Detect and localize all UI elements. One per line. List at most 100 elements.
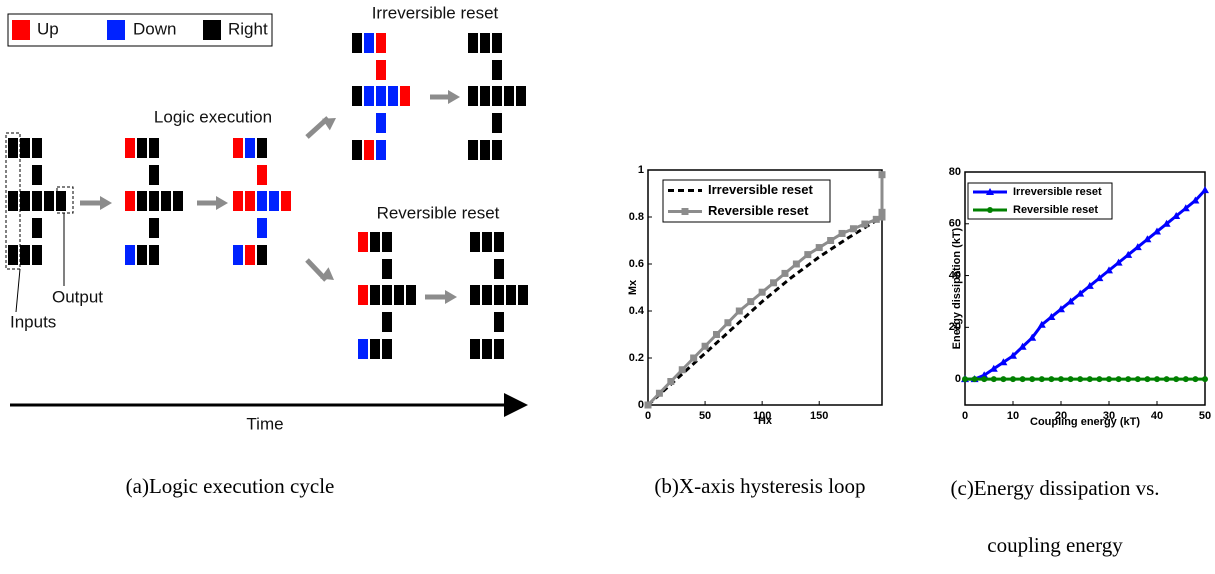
point: [1086, 376, 1093, 383]
y-tick-label: 0.8: [629, 211, 644, 223]
flow-arrow-head: [216, 196, 228, 210]
legend-marker: [987, 207, 993, 213]
caption: (a)Logic execution cycle: [126, 474, 335, 498]
legend-label: Down: [133, 19, 176, 38]
point: [724, 319, 732, 327]
y-tick-label: 0.4: [629, 305, 645, 317]
y-tick-label: 20: [949, 321, 961, 333]
point: [1048, 376, 1055, 383]
magnet: [257, 165, 267, 185]
point: [1173, 376, 1180, 383]
point: [1182, 376, 1189, 383]
y-axis-label: Energy dissipation (kT): [951, 227, 963, 349]
y-tick-label: 0.6: [629, 258, 644, 270]
point: [1192, 376, 1199, 383]
time-label: Time: [246, 414, 283, 433]
magnet: [394, 285, 404, 305]
magnet: [149, 138, 159, 158]
x-tick-label: 50: [699, 410, 711, 422]
point: [878, 213, 886, 221]
x-tick-label: 20: [1055, 410, 1067, 422]
point: [781, 269, 789, 277]
magnet: [233, 138, 243, 158]
magnet: [470, 285, 480, 305]
point: [712, 331, 720, 338]
point: [701, 342, 709, 350]
point: [1038, 376, 1045, 383]
legend-label: Reversible reset: [1013, 204, 1098, 216]
magnet: [149, 191, 159, 211]
magnet: [233, 245, 243, 265]
point: [1000, 376, 1007, 383]
magnet: [470, 232, 480, 252]
magnet: [245, 191, 255, 211]
magnet: [173, 191, 183, 211]
point: [878, 171, 886, 179]
point: [1172, 212, 1181, 220]
magnet: [32, 138, 42, 158]
point: [1162, 219, 1171, 227]
point: [971, 376, 978, 383]
point: [999, 358, 1008, 366]
point: [827, 237, 835, 244]
point: [1201, 186, 1209, 194]
flow-arrow-head: [448, 90, 460, 104]
magnet: [382, 259, 392, 279]
series-line: [646, 170, 884, 407]
point: [792, 260, 800, 268]
x-tick-label: 50: [1199, 410, 1211, 422]
point: [1028, 333, 1037, 341]
step-label: Irreversible reset: [372, 3, 499, 22]
magnet: [492, 86, 502, 106]
magnet: [492, 113, 502, 133]
point: [1009, 351, 1017, 359]
magnet: [492, 60, 502, 80]
magnet: [388, 86, 398, 106]
legend-label: Right: [228, 19, 268, 38]
magnet: [506, 285, 516, 305]
point: [690, 354, 698, 362]
magnet: [492, 33, 502, 53]
legend-marker: [986, 188, 994, 195]
magnet: [125, 191, 135, 211]
magnet: [358, 285, 368, 305]
caption: (c)Energy dissipation vs. coupling energ…: [950, 476, 1160, 557]
point: [735, 307, 743, 315]
point: [1202, 376, 1208, 383]
magnet: [32, 245, 42, 265]
legend-label: Up: [37, 19, 59, 38]
magnet: [161, 191, 171, 211]
magnet: [494, 232, 504, 252]
legend-box: [7, 13, 273, 47]
point: [1125, 376, 1132, 383]
x-tick-label: 0: [645, 410, 651, 422]
legend-box: [662, 179, 831, 223]
point: [747, 298, 755, 306]
y-tick-label: 80: [949, 166, 961, 178]
legend-label: Irreversible reset: [708, 182, 813, 197]
x-tick-label: 100: [753, 410, 771, 422]
magnet: [364, 33, 374, 53]
flow-arrow-head: [322, 118, 336, 131]
legend-box: [967, 182, 1113, 220]
magnet: [125, 138, 135, 158]
magnet: [468, 33, 478, 53]
legend-label: Irreversible reset: [1013, 186, 1102, 198]
magnet: [257, 218, 267, 238]
point: [1133, 243, 1142, 251]
point: [981, 376, 988, 383]
magnet: [382, 285, 392, 305]
magnet: [20, 191, 30, 211]
magnet: [20, 138, 30, 158]
magnet: [32, 191, 42, 211]
magnet: [137, 245, 147, 265]
magnet: [245, 245, 255, 265]
point: [1144, 376, 1151, 383]
y-tick-label: 0.2: [629, 352, 644, 364]
magnet: [137, 138, 147, 158]
magnet: [269, 191, 279, 211]
x-axis-label: Hx: [758, 415, 773, 427]
pointer: [15, 268, 21, 313]
page: {"diagram": {"legend": ["Up", "Down", "R…: [5, 3, 1212, 557]
magnet: [470, 339, 480, 359]
